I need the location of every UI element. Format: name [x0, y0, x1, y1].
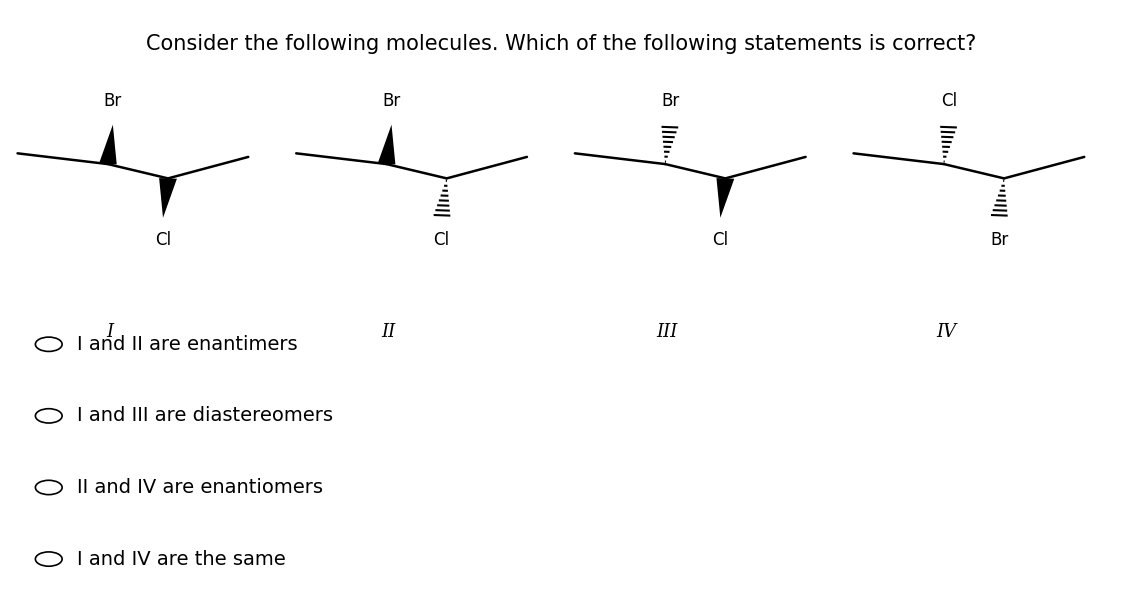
Text: Consider the following molecules. Which of the following statements is correct?: Consider the following molecules. Which …: [146, 34, 977, 54]
Text: Br: Br: [383, 92, 401, 110]
Text: III: III: [657, 323, 678, 341]
Text: II: II: [382, 323, 395, 341]
Text: Cl: Cl: [712, 231, 729, 249]
Text: Br: Br: [661, 92, 679, 110]
Polygon shape: [377, 125, 395, 165]
Text: I and IV are the same: I and IV are the same: [76, 549, 285, 569]
Text: Cl: Cl: [433, 231, 449, 249]
Text: I and II are enantimers: I and II are enantimers: [76, 335, 298, 354]
Polygon shape: [99, 125, 117, 165]
Text: Br: Br: [989, 231, 1008, 249]
Polygon shape: [159, 178, 177, 218]
Text: Br: Br: [103, 92, 122, 110]
Text: Cl: Cl: [941, 92, 957, 110]
Polygon shape: [716, 178, 734, 218]
Text: Cl: Cl: [155, 231, 171, 249]
Text: I: I: [107, 323, 113, 341]
Text: IV: IV: [935, 323, 956, 341]
Text: I and III are diastereomers: I and III are diastereomers: [76, 407, 332, 425]
Text: II and IV are enantiomers: II and IV are enantiomers: [76, 478, 322, 497]
